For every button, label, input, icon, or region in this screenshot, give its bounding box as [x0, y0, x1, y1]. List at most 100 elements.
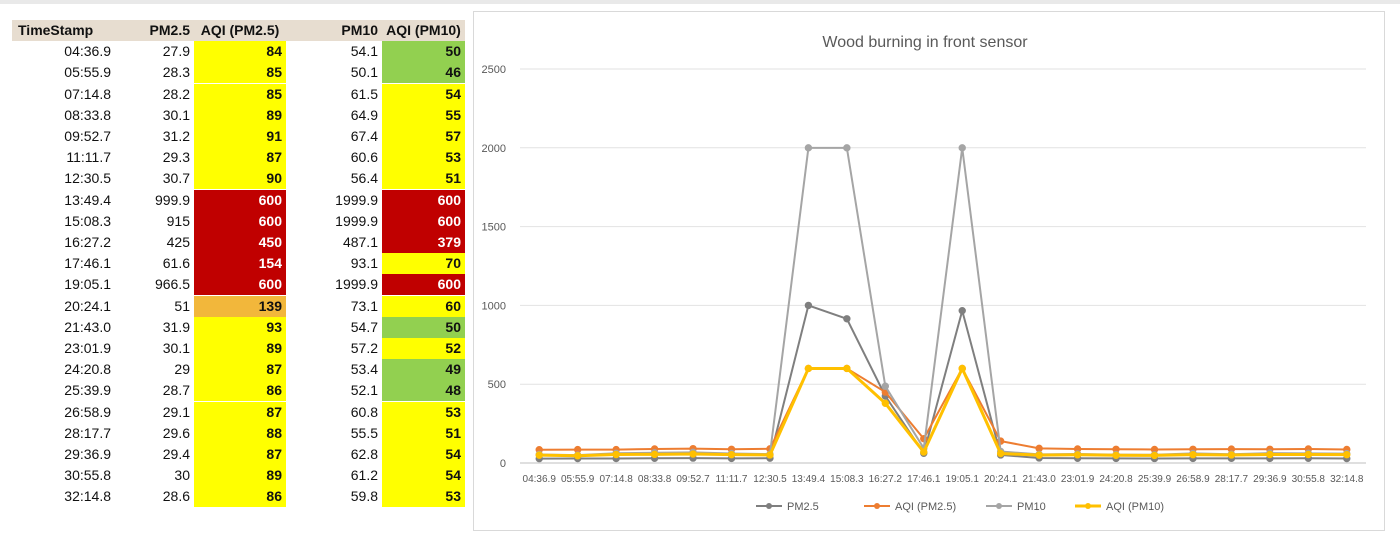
data-point: [804, 301, 813, 310]
cell-pm10: 1999.9: [335, 191, 378, 208]
table-row: 12:30.5 30.7 90 56.4 51: [12, 168, 465, 190]
cell-pm10: 52.1: [350, 382, 378, 399]
cell-aqi-pm10: 51: [382, 422, 465, 444]
legend-item: PM2.5: [756, 501, 819, 513]
cell-timestamp: 08:33.8: [64, 106, 111, 123]
table-row: 26:58.9 29.1 87 60.8 53: [12, 401, 465, 423]
table-row: 30:55.8 30 89 61.2 54: [12, 465, 465, 487]
series-3: [535, 364, 1351, 460]
x-tick-label: 29:36.9: [1253, 474, 1287, 485]
cell-pm25: 30: [174, 467, 190, 484]
cell-pm10: 56.4: [350, 170, 378, 187]
cell-timestamp: 21:43.0: [64, 318, 111, 335]
cell-aqi-pm10: 51: [382, 168, 465, 190]
cell-pm25: 61.6: [162, 255, 190, 272]
data-point: [1035, 451, 1043, 459]
cell-pm10: 61.2: [350, 467, 378, 484]
cell-timestamp: 28:17.7: [64, 424, 111, 441]
x-tick-label: 20:24.1: [984, 474, 1018, 485]
table-row: 21:43.0 31.9 93 54.7 50: [12, 316, 465, 338]
table-row: 07:14.8 28.2 85 61.5 54: [12, 83, 465, 105]
table-row: 04:36.9 27.9 84 54.1 50: [12, 41, 465, 63]
cell-pm10: 57.2: [350, 340, 378, 356]
header-aqi-pm10: AQI (PM10): [382, 20, 465, 41]
table-row: 11:11.7 29.3 87 60.6 53: [12, 147, 465, 169]
cell-pm25: 27.9: [162, 43, 190, 60]
cell-aqi-pm10: 54: [382, 465, 465, 487]
data-point: [1112, 451, 1120, 459]
cell-timestamp: 09:52.7: [64, 128, 111, 144]
cell-timestamp: 30:55.8: [64, 467, 111, 484]
data-point: [689, 450, 697, 458]
cell-timestamp: 11:11.7: [66, 149, 111, 166]
cell-pm10: 487.1: [342, 234, 378, 250]
header-aqi-pm25: AQI (PM2.5): [194, 20, 286, 41]
cell-pm10: 54.7: [350, 318, 378, 335]
x-tick-label: 24:20.8: [1099, 474, 1133, 485]
x-tick-label: 23:01.9: [1061, 474, 1095, 485]
cell-pm25: 51: [174, 297, 190, 314]
cell-pm25: 29.6: [162, 424, 190, 441]
table-row: 16:27.2 425 450 487.1 379: [12, 232, 465, 253]
cell-timestamp: 12:30.5: [64, 170, 111, 187]
cell-aqi-pm10: 600: [382, 274, 465, 296]
data-point: [958, 364, 966, 373]
cell-aqi-pm25: 87: [194, 147, 286, 169]
line-chart: Wood burning in front sensor 0 500 1000 150…: [482, 34, 1366, 513]
data-point: [1227, 451, 1236, 459]
chart-title: Wood burning in front sensor: [822, 34, 1028, 51]
x-tick-label: 12:30.5: [753, 474, 787, 485]
cell-aqi-pm25: 89: [194, 465, 286, 487]
cell-aqi-pm10: 55: [382, 104, 465, 126]
cell-aqi-pm25: 85: [194, 83, 286, 105]
x-tick-label: 04:36.9: [523, 474, 557, 485]
cell-pm25: 28.7: [162, 382, 190, 399]
cell-pm25: 966.5: [154, 276, 190, 293]
data-point: [804, 364, 813, 373]
y-tick-label: 0: [500, 458, 506, 470]
table-row: 15:08.3 915 600 1999.9 600: [12, 210, 465, 232]
x-tick-label: 30:55.8: [1292, 474, 1326, 485]
cell-timestamp: 20:24.1: [64, 297, 111, 314]
table-row: 25:39.9 28.7 86 52.1 48: [12, 380, 465, 402]
series-line: [539, 364, 1347, 458]
cell-pm25: 29.4: [162, 446, 190, 462]
data-point: [573, 452, 582, 460]
chart-legend: PM2.5 AQI (PM2.5) PM10 AQI (PM10): [756, 501, 1164, 513]
data-point: [1073, 451, 1082, 459]
data-point: [958, 144, 966, 152]
cell-pm25: 30.1: [162, 106, 190, 123]
legend-marker: [996, 503, 1002, 509]
cell-pm25: 29: [174, 361, 190, 378]
legend-label: PM10: [1017, 501, 1046, 513]
data-point: [727, 450, 736, 459]
cell-aqi-pm10: 53: [382, 486, 465, 508]
cell-pm25: 29.1: [162, 403, 190, 420]
data-point: [1266, 450, 1274, 459]
legend-marker: [1085, 503, 1091, 509]
cell-pm25: 31.9: [162, 318, 190, 335]
cell-aqi-pm10: 52: [382, 338, 465, 359]
cell-pm25: 30.1: [162, 340, 190, 356]
cell-pm10: 60.8: [350, 403, 378, 420]
x-tick-label: 07:14.8: [599, 474, 633, 485]
cell-timestamp: 13:49.4: [64, 191, 111, 208]
cell-aqi-pm10: 600: [382, 210, 465, 232]
cell-timestamp: 04:36.9: [64, 43, 111, 60]
top-border: [0, 0, 1400, 4]
cell-pm10: 1999.9: [335, 276, 378, 293]
cell-pm10: 59.8: [350, 488, 378, 505]
cell-timestamp: 29:36.9: [64, 446, 111, 462]
cell-pm25: 29.3: [162, 149, 190, 166]
data-point: [612, 450, 620, 459]
series-line: [539, 304, 1347, 460]
cell-aqi-pm10: 50: [382, 41, 465, 63]
x-tick-label: 09:52.7: [676, 474, 710, 485]
legend-item: AQI (PM10): [1075, 501, 1164, 513]
data-point: [766, 451, 774, 459]
cell-aqi-pm10: 46: [382, 62, 465, 84]
y-tick-label: 1000: [482, 300, 506, 312]
cell-aqi-pm25: 87: [194, 444, 286, 465]
table-row: 29:36.9 29.4 87 62.8 54: [12, 444, 465, 465]
table-header-row: TimeStamp PM2.5 AQI (PM2.5) PM10 AQI (PM…: [12, 20, 465, 41]
